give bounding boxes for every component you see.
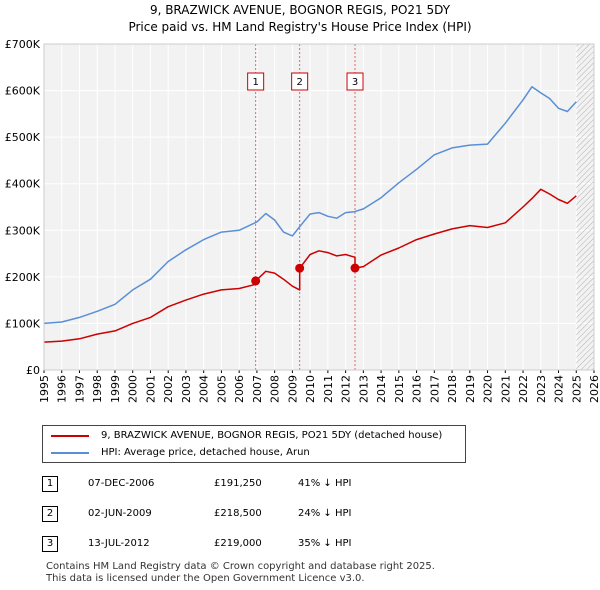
x-tick-label: 2005 — [215, 375, 228, 403]
x-tick-label: 2000 — [127, 375, 140, 403]
x-tick-label: 1996 — [56, 375, 69, 403]
future-hatch-region — [576, 44, 594, 370]
x-tick-label: 2002 — [162, 375, 175, 403]
table-row: 1 07-DEC-2006 £191,250 41% ↓ HPI — [42, 476, 462, 496]
sale-label-number: 1 — [252, 77, 258, 88]
x-axis: 1995 1996 1997 1998 1999 2000 2001 2002 2003 2004… — [38, 370, 600, 403]
footer-licence: This data is licensed under the Open Gov… — [46, 573, 365, 584]
y-tick-label: £200K — [5, 271, 41, 284]
series-line — [44, 188, 577, 343]
sale-number-badge: 3 — [42, 536, 58, 552]
sale-label-number: 2 — [296, 77, 302, 88]
legend-hpi-label: HPI: Average price, detached house, Arun — [101, 447, 310, 458]
x-tick-label: 2021 — [499, 375, 512, 403]
y-tick-label: £400K — [5, 178, 41, 191]
y-tick-label: £700K — [5, 38, 41, 51]
x-tick-label: 2022 — [517, 375, 530, 403]
x-tick-label: 2014 — [375, 375, 388, 403]
sale-date: 13-JUL-2012 — [88, 538, 150, 549]
x-tick-label: 2019 — [464, 375, 477, 403]
sale-points — [251, 263, 360, 286]
chart-subtitle: Price paid vs. HM Land Registry's House … — [128, 20, 472, 34]
y-tick-label: £100K — [5, 317, 41, 330]
x-tick-label: 2010 — [304, 375, 317, 403]
x-tick-label: 2020 — [482, 375, 495, 403]
x-tick-label: 2016 — [411, 375, 424, 403]
plot-border — [43, 43, 595, 371]
sale-label-number: 3 — [352, 77, 358, 88]
x-tick-label: 1995 — [38, 375, 51, 403]
x-tick-label: 2018 — [446, 375, 459, 403]
series-lines — [44, 86, 577, 343]
sale-date: 07-DEC-2006 — [88, 478, 155, 489]
x-tick-label: 2017 — [428, 375, 441, 403]
table-row: 2 02-JUN-2009 £218,500 24% ↓ HPI — [42, 506, 462, 526]
x-tick-label: 2015 — [393, 375, 406, 403]
sale-price: £219,000 — [214, 538, 262, 549]
x-tick-label: 2001 — [144, 375, 157, 403]
x-tick-label: 2008 — [269, 375, 282, 403]
y-axis: £0 £100K £200K £300K £400K £500K £600K £700K — [5, 38, 41, 377]
sale-label-box — [247, 72, 265, 91]
x-tick-label: 1998 — [91, 375, 104, 403]
y-tick-label: £300K — [5, 224, 41, 237]
y-tick-label: £600K — [5, 85, 41, 98]
sale-point — [251, 276, 261, 286]
sale-number-badge: 2 — [42, 506, 58, 522]
x-tick-label: 2007 — [251, 375, 264, 403]
x-tick-label: 1999 — [109, 375, 122, 403]
x-tick-label: 2026 — [588, 375, 600, 403]
x-tick-label: 2006 — [233, 375, 246, 403]
legend-hpi-swatch — [51, 452, 89, 454]
sale-point — [350, 263, 360, 273]
legend-property-swatch — [51, 435, 89, 437]
x-tick-label: 2012 — [340, 375, 353, 403]
chart-title: 9, BRAZWICK AVENUE, BOGNOR REGIS, PO21 5… — [149, 3, 451, 17]
x-tick-label: 2025 — [570, 375, 583, 403]
x-tick-label: 2024 — [553, 375, 566, 403]
plot-area — [44, 44, 594, 370]
sale-point — [295, 263, 305, 273]
x-tick-label: 2003 — [180, 375, 193, 403]
sale-label-box — [291, 72, 309, 91]
footer-copyright: Contains HM Land Registry data © Crown c… — [46, 561, 435, 572]
y-tick-label: £500K — [5, 131, 41, 144]
sale-hpi-diff: 24% ↓ HPI — [298, 508, 352, 519]
x-tick-label: 2011 — [322, 375, 335, 403]
sale-price: £191,250 — [214, 478, 262, 489]
sale-hpi-diff: 35% ↓ HPI — [298, 538, 352, 549]
x-tick-label: 2023 — [535, 375, 548, 403]
sale-date: 02-JUN-2009 — [88, 508, 152, 519]
sale-number-badge: 1 — [42, 476, 58, 492]
x-tick-label: 2013 — [357, 375, 370, 403]
sale-hpi-diff: 41% ↓ HPI — [298, 478, 352, 489]
x-tick-label: 1997 — [73, 375, 86, 403]
legend: 9, BRAZWICK AVENUE, BOGNOR REGIS, PO21 5… — [42, 425, 466, 463]
sale-labels: 1 2 3 — [247, 72, 364, 91]
x-tick-label: 2009 — [286, 375, 299, 403]
table-row: 3 13-JUL-2012 £219,000 35% ↓ HPI — [42, 536, 462, 556]
title-block: 9, BRAZWICK AVENUE, BOGNOR REGIS, PO21 5… — [0, 2, 600, 36]
y-tick-label: £0 — [26, 364, 40, 377]
series-line — [44, 86, 577, 325]
footer: Contains HM Land Registry data © Crown c… — [46, 561, 435, 585]
sale-label-box — [346, 72, 364, 91]
x-tick-label: 2004 — [198, 375, 211, 403]
legend-property-label: 9, BRAZWICK AVENUE, BOGNOR REGIS, PO21 5… — [101, 430, 443, 441]
sale-price: £218,500 — [214, 508, 262, 519]
